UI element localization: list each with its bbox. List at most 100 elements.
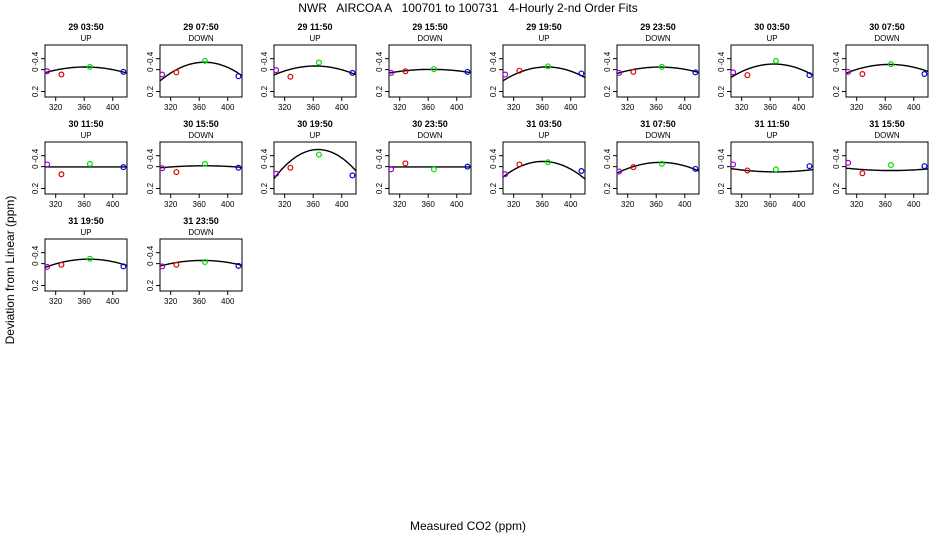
x-tick-label: 360 — [879, 200, 893, 209]
x-tick-label: 400 — [792, 200, 806, 209]
data-point — [887, 161, 894, 168]
data-point — [692, 69, 699, 76]
panel-frame — [845, 44, 929, 98]
y-tick-label: -0.4 — [146, 148, 155, 162]
panel-frame — [44, 44, 128, 98]
x-tick-label: 360 — [422, 103, 436, 112]
x-tick-label: 320 — [278, 103, 292, 112]
data-point — [616, 168, 623, 175]
data-point — [201, 57, 208, 64]
x-tick-label: 360 — [193, 297, 207, 306]
y-tick-label: 0 — [717, 164, 726, 169]
y-tick-label: -0.4 — [375, 51, 384, 65]
y-tick-label: 0.2 — [832, 85, 841, 97]
data-point — [58, 171, 65, 178]
x-tick-label: 400 — [221, 297, 235, 306]
data-point — [502, 171, 509, 178]
y-tick-label: 0.2 — [489, 182, 498, 194]
panel: 31 11:50 UP 0.2 0 -0.4 320 360 400 — [717, 119, 814, 209]
panel-frame — [502, 44, 586, 98]
panel-title: 31 19:50 — [68, 216, 104, 226]
data-point — [58, 261, 65, 268]
y-tick-label: 0.2 — [717, 85, 726, 97]
data-point — [616, 69, 623, 76]
data-point — [744, 167, 751, 174]
data-point — [120, 263, 127, 270]
x-tick-label: 320 — [278, 200, 292, 209]
y-tick-label: 0.2 — [146, 85, 155, 97]
x-tick-label: 320 — [164, 200, 178, 209]
x-tick-label: 320 — [49, 200, 63, 209]
data-point — [349, 69, 356, 76]
data-point — [58, 71, 65, 78]
y-tick-label: 0.2 — [260, 85, 269, 97]
panel-title: 29 07:50 — [183, 22, 219, 32]
fit-curve — [159, 165, 243, 169]
panel-title: 29 19:50 — [526, 22, 562, 32]
panel-direction: DOWN — [417, 131, 443, 140]
fit-curve — [502, 66, 586, 82]
y-tick-label: 0 — [31, 164, 40, 169]
fit-curve — [388, 68, 472, 74]
data-point — [173, 169, 180, 176]
data-point — [630, 164, 637, 171]
panel-title: 29 03:50 — [68, 22, 104, 32]
y-tick-label: 0.2 — [31, 279, 40, 291]
x-tick-label: 400 — [450, 200, 464, 209]
x-tick-label: 400 — [335, 103, 349, 112]
x-tick-label: 400 — [792, 103, 806, 112]
y-tick-label: 0 — [717, 67, 726, 72]
data-point — [544, 63, 551, 70]
x-tick-label: 400 — [678, 103, 692, 112]
panel-title: 30 19:50 — [297, 119, 333, 129]
panel: 31 19:50 UP 0.2 0 -0.4 320 360 400 — [31, 216, 128, 306]
x-tick-label: 320 — [850, 103, 864, 112]
data-point — [544, 159, 551, 166]
data-point — [173, 261, 180, 268]
data-point — [201, 258, 208, 265]
x-tick-label: 360 — [193, 200, 207, 209]
y-tick-label: 0.2 — [717, 182, 726, 194]
fit-curve — [273, 65, 357, 76]
data-point — [44, 68, 51, 75]
fit-curve — [159, 259, 243, 267]
y-tick-label: -0.4 — [375, 148, 384, 162]
data-point — [578, 168, 585, 175]
data-point — [658, 63, 665, 70]
panel-frame — [159, 141, 243, 195]
data-point — [658, 160, 665, 167]
panel-frame — [44, 141, 128, 195]
x-axis-label: Measured CO2 (ppm) — [409, 519, 527, 533]
y-tick-label: 0.2 — [146, 182, 155, 194]
panel-direction: DOWN — [645, 131, 671, 140]
x-tick-label: 320 — [49, 297, 63, 306]
y-tick-label: -0.4 — [717, 148, 726, 162]
x-tick-label: 360 — [307, 200, 321, 209]
data-point — [744, 72, 751, 79]
y-tick-label: -0.4 — [260, 148, 269, 162]
data-point — [464, 163, 471, 170]
panel: 31 03:50 UP 0.2 0 -0.4 320 360 400 — [489, 119, 586, 209]
data-point — [430, 66, 437, 73]
panel-title: 30 03:50 — [754, 22, 790, 32]
panel-frame — [502, 141, 586, 195]
x-tick-label: 400 — [564, 103, 578, 112]
data-point — [921, 71, 928, 78]
y-tick-label: -0.4 — [146, 245, 155, 259]
y-tick-label: -0.4 — [31, 51, 40, 65]
x-tick-label: 360 — [78, 103, 92, 112]
x-tick-label: 360 — [422, 200, 436, 209]
panel-title: 31 03:50 — [526, 119, 562, 129]
x-tick-label: 360 — [536, 200, 550, 209]
y-tick-label: 0 — [832, 67, 841, 72]
data-point — [201, 160, 208, 167]
data-point — [630, 68, 637, 75]
panel-direction: UP — [80, 34, 91, 43]
y-tick-label: 0 — [146, 261, 155, 266]
y-tick-label: -0.4 — [603, 51, 612, 65]
x-tick-label: 400 — [907, 200, 921, 209]
y-tick-label: 0 — [375, 67, 384, 72]
data-point — [502, 71, 509, 78]
fit-curve — [730, 63, 814, 79]
figure-title: NWR AIRCOA A 100701 to 100731 4-Hourly 2… — [298, 1, 638, 15]
